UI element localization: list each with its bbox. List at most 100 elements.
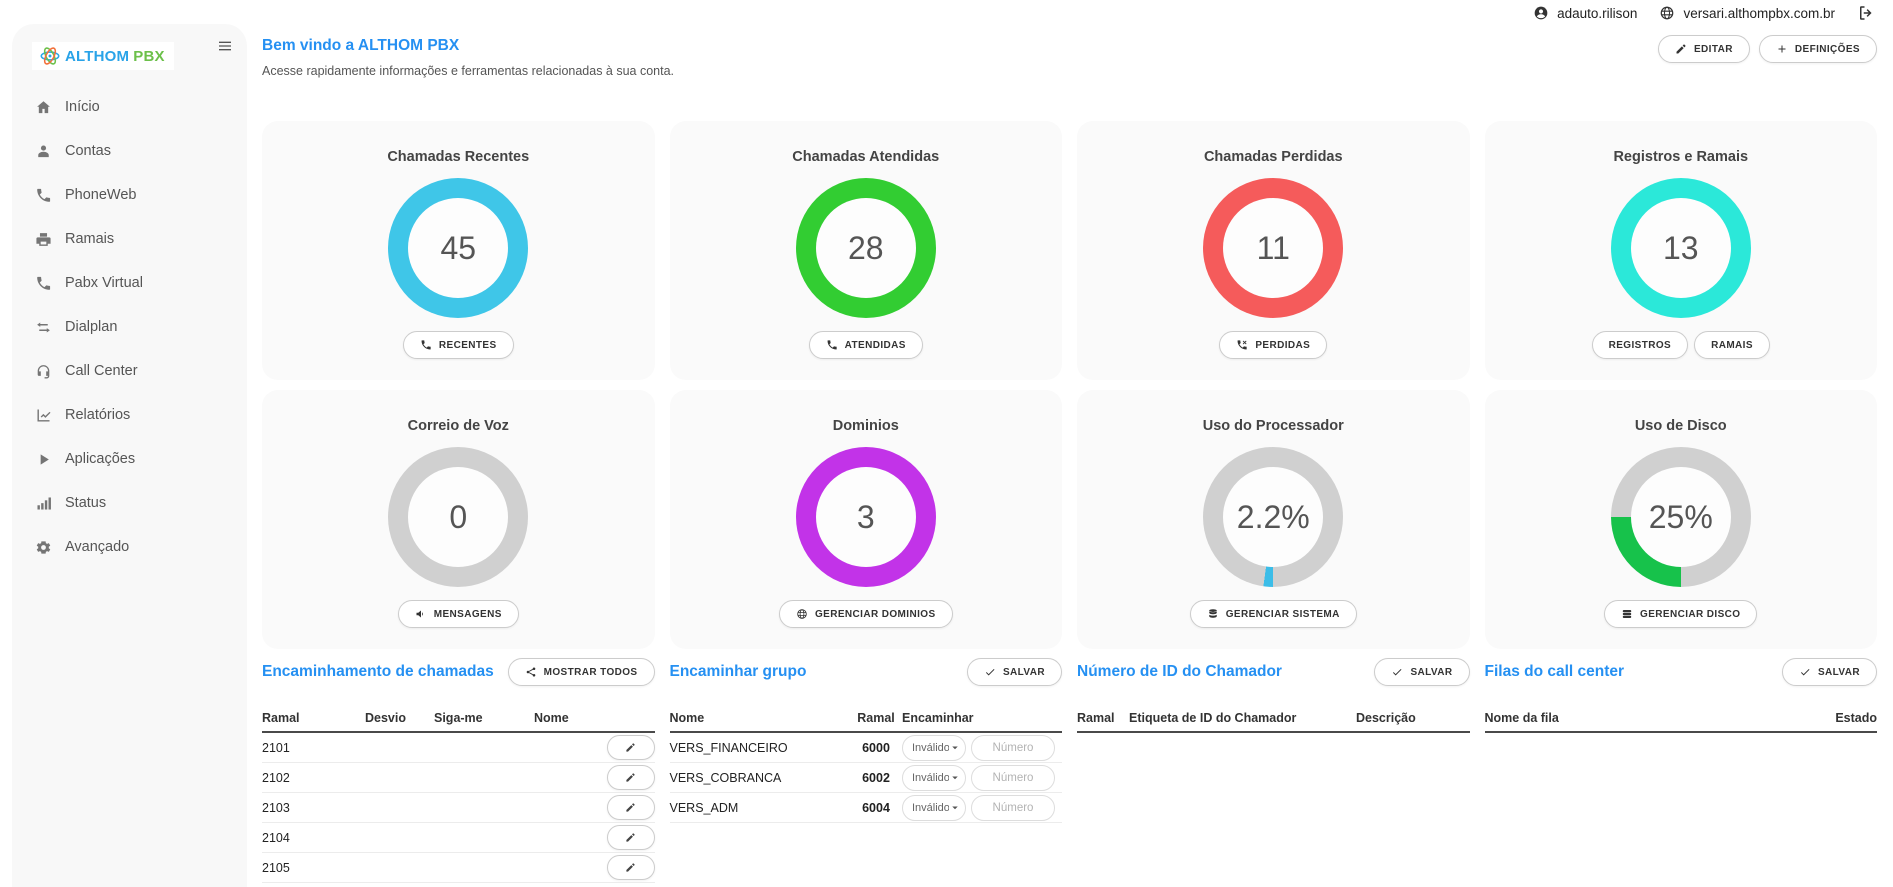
donut-gauge: 0 bbox=[388, 447, 529, 587]
donut-gauge: 28 bbox=[795, 178, 936, 318]
atendidas-button[interactable]: ATENDIDAS bbox=[808, 331, 923, 359]
topbar-domain[interactable]: versari.althompbx.com.br bbox=[1659, 5, 1835, 21]
cell-ramal: 2104 bbox=[262, 830, 290, 845]
sidebar-item-label: Pabx Virtual bbox=[65, 275, 143, 291]
sidebar-item-aplicacoes[interactable]: Aplicações bbox=[12, 437, 247, 481]
stat-card-chamadas-atendidas: Chamadas Atendidas 28 ATENDIDAS bbox=[669, 121, 1062, 380]
editar-button[interactable]: EDITAR bbox=[1657, 35, 1750, 63]
pencil-icon bbox=[625, 742, 636, 753]
forward-mode-select[interactable]: Inválido bbox=[902, 794, 966, 821]
forward-number-input[interactable] bbox=[971, 794, 1055, 821]
sidebar-item-label: Dialplan bbox=[65, 319, 118, 335]
cell-ramal: 6000 bbox=[862, 740, 890, 755]
sidebar-item-label: Call Center bbox=[65, 363, 138, 379]
main-content: Bem vindo a ALTHOM PBX Acesse rapidament… bbox=[262, 24, 1877, 887]
fax-icon bbox=[35, 231, 52, 248]
cell-nome: VERS_COBRANCA bbox=[669, 770, 782, 785]
edit-row-button[interactable] bbox=[606, 825, 655, 850]
card-title: Uso do Processador bbox=[1202, 418, 1344, 434]
card-title: Uso de Disco bbox=[1634, 418, 1727, 434]
donut-gauge: 45 bbox=[388, 178, 529, 318]
check-icon bbox=[1391, 666, 1403, 678]
edit-row-button[interactable] bbox=[606, 795, 655, 820]
forward-number-input[interactable] bbox=[971, 764, 1055, 791]
donut-gauge: 3 bbox=[795, 447, 936, 587]
section-title-encaminhamento-de-chamadas[interactable]: Encaminhamento de chamadas bbox=[262, 663, 494, 680]
donut-value: 0 bbox=[449, 498, 468, 535]
column-header: Etiqueta de ID do Chamador bbox=[1129, 711, 1297, 725]
salvar-button[interactable]: SALVAR bbox=[1374, 658, 1470, 686]
sidebar-item-pabx-virtual[interactable]: Pabx Virtual bbox=[12, 261, 247, 305]
card-title: Chamadas Recentes bbox=[387, 149, 530, 165]
sidebar-item-call-center[interactable]: Call Center bbox=[12, 349, 247, 393]
section-call-forwarding: Encaminhamento de chamadas MOSTRAR TODOS… bbox=[262, 655, 655, 883]
forward-number-input[interactable] bbox=[971, 734, 1055, 761]
gerenciar-disco-button[interactable]: GERENCIAR DISCO bbox=[1604, 600, 1758, 628]
avatar-icon bbox=[1533, 5, 1549, 21]
donut-value: 2.2% bbox=[1236, 498, 1310, 535]
plus-icon bbox=[1776, 43, 1788, 55]
sidebar-item-label: Início bbox=[65, 99, 100, 115]
perdidas-button[interactable]: PERDIDAS bbox=[1219, 331, 1328, 359]
sidebar-item-phoneweb[interactable]: PhoneWeb bbox=[12, 173, 247, 217]
gerenciar-sistema-button[interactable]: GERENCIAR SISTEMA bbox=[1189, 600, 1357, 628]
section-title-numero-de-id-do-chamador[interactable]: Número de ID do Chamador bbox=[1077, 663, 1282, 680]
column-header: Nome bbox=[669, 711, 705, 725]
table-row: VERS_ADM 6004 Inválido bbox=[669, 793, 1062, 823]
mensagens-button[interactable]: MENSAGENS bbox=[397, 600, 519, 628]
phone-icon bbox=[826, 339, 838, 351]
column-header: Estado bbox=[1835, 711, 1877, 725]
section-call-queues: Filas do call center SALVAR Nome da fila… bbox=[1484, 655, 1877, 883]
column-header: Nome da fila bbox=[1484, 711, 1559, 725]
phone-icon bbox=[35, 187, 52, 204]
mostrar-todos-button[interactable]: MOSTRAR TODOS bbox=[507, 658, 655, 686]
donut-value: 3 bbox=[856, 498, 875, 535]
donut-gauge: 11 bbox=[1203, 178, 1344, 318]
edit-row-button[interactable] bbox=[606, 765, 655, 790]
definicoes-button[interactable]: DEFINIÇÕES bbox=[1758, 35, 1877, 63]
ramais-button[interactable]: RAMAIS bbox=[1694, 331, 1770, 359]
table-header: Ramal Etiqueta de ID do Chamador Descrição bbox=[1077, 711, 1470, 733]
column-header: Nome bbox=[534, 711, 569, 725]
recentes-button[interactable]: RECENTES bbox=[402, 331, 514, 359]
topbar: adauto.rilison versari.althompbx.com.br bbox=[0, 0, 1875, 26]
signout-icon[interactable] bbox=[1857, 4, 1875, 22]
topbar-user[interactable]: adauto.rilison bbox=[1533, 5, 1637, 21]
header-actions: EDITAR DEFINIÇÕES bbox=[1657, 35, 1877, 63]
gerenciar-dominios-button[interactable]: GERENCIAR DOMINIOS bbox=[778, 600, 953, 628]
stat-card-chamadas-recentes: Chamadas Recentes 45 RECENTES bbox=[262, 121, 655, 380]
sidebar-item-dialplan[interactable]: Dialplan bbox=[12, 305, 247, 349]
edit-row-button[interactable] bbox=[606, 855, 655, 880]
sidebar-item-label: Ramais bbox=[65, 231, 115, 247]
forward-mode-select[interactable]: Inválido bbox=[902, 764, 966, 791]
forward-mode-select[interactable]: Inválido bbox=[902, 734, 966, 761]
donut-gauge: 25% bbox=[1610, 447, 1751, 587]
table-row: 2101 bbox=[262, 733, 655, 763]
registros-button[interactable]: REGISTROS bbox=[1591, 331, 1689, 359]
sidebar-item-ramais[interactable]: Ramais bbox=[12, 217, 247, 261]
card-title: Chamadas Perdidas bbox=[1203, 149, 1343, 165]
sidebar-item-inicio[interactable]: Início bbox=[12, 85, 247, 129]
app-logo[interactable]: ALTHOM PBX bbox=[32, 42, 174, 70]
column-header: Ramal bbox=[857, 711, 895, 725]
stat-card-uso-de-disco: Uso de Disco 25% GERENCIAR DISCO bbox=[1484, 390, 1877, 649]
phone-icon bbox=[420, 339, 432, 351]
pencil-icon bbox=[625, 862, 636, 873]
edit-row-button[interactable] bbox=[606, 735, 655, 760]
salvar-button[interactable]: SALVAR bbox=[1781, 658, 1877, 686]
sidebar-item-avancado[interactable]: Avançado bbox=[12, 525, 247, 569]
sidebar-item-status[interactable]: Status bbox=[12, 481, 247, 525]
sidebar-item-contas[interactable]: Contas bbox=[12, 129, 247, 173]
cell-nome: VERS_ADM bbox=[669, 800, 739, 815]
sidebar-item-relatorios[interactable]: Relatórios bbox=[12, 393, 247, 437]
section-title-encaminhar-grupo[interactable]: Encaminhar grupo bbox=[669, 663, 807, 680]
card-title: Correio de Voz bbox=[407, 418, 509, 434]
pencil-icon bbox=[625, 802, 636, 813]
page-subtitle: Acesse rapidamente informações e ferrame… bbox=[262, 64, 675, 78]
cell-ramal: 6002 bbox=[862, 770, 890, 785]
exchange-icon bbox=[35, 319, 52, 336]
donut-value: 13 bbox=[1662, 229, 1699, 266]
salvar-button[interactable]: SALVAR bbox=[966, 658, 1062, 686]
menu-icon[interactable] bbox=[216, 37, 234, 55]
section-title-filas-do-call-center[interactable]: Filas do call center bbox=[1484, 663, 1625, 680]
